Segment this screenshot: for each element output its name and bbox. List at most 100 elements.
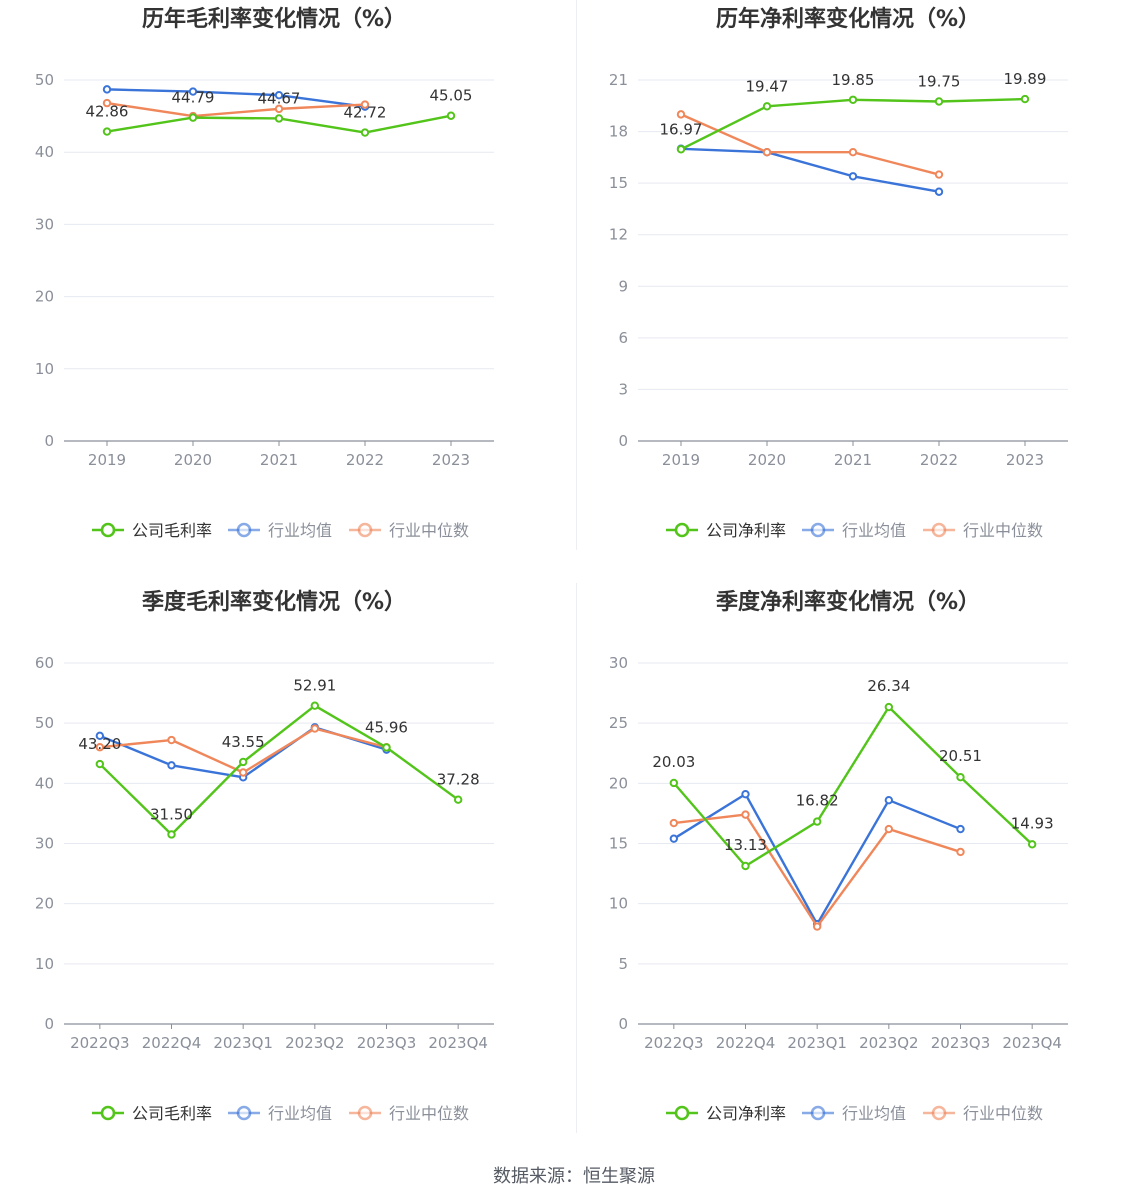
legend-marker-icon (236, 522, 252, 538)
x-tick-label: 2023 (1006, 451, 1044, 469)
data-point-company[interactable] (956, 772, 965, 782)
y-tick-label: 9 (618, 277, 628, 295)
legend-label: 行业均值 (268, 1104, 332, 1123)
data-point-company[interactable] (762, 102, 772, 111)
data-label: 13.13 (724, 836, 767, 854)
data-point-industry_median[interactable] (360, 100, 370, 109)
data-point-industry_mean[interactable] (274, 90, 284, 100)
y-tick-label: 20 (35, 288, 54, 306)
legend-item-industry_median[interactable]: 行业中位数 (349, 1104, 469, 1123)
x-tick-label: 2022Q3 (70, 1034, 130, 1052)
data-point-industry_median[interactable] (669, 818, 679, 828)
data-point-industry_mean[interactable] (95, 731, 105, 741)
legend-item-industry_mean[interactable]: 行业均值 (802, 1104, 906, 1123)
legend-item-industry_mean[interactable]: 行业均值 (228, 1104, 332, 1123)
data-point-industry_mean[interactable] (102, 85, 112, 94)
data-point-company[interactable] (382, 743, 391, 752)
data-point-industry_median[interactable] (102, 98, 112, 108)
data-point-company[interactable] (310, 701, 320, 710)
data-point-industry_median[interactable] (956, 847, 965, 857)
data-label: 43.55 (222, 733, 265, 751)
data-label: 42.86 (86, 103, 129, 121)
data-point-industry_median[interactable] (95, 743, 105, 752)
data-point-company[interactable] (102, 127, 112, 136)
data-label: 20.03 (652, 753, 695, 771)
x-tick-label: 2023Q3 (931, 1034, 991, 1052)
legend-item-industry_mean[interactable]: 行业均值 (228, 521, 332, 540)
legend-item-company[interactable]: 公司毛利率 (92, 521, 212, 540)
data-point-industry_mean[interactable] (884, 795, 894, 805)
legend-item-industry_median[interactable]: 行业中位数 (923, 1104, 1043, 1123)
y-tick-label: 25 (609, 714, 628, 732)
data-point-industry_median[interactable] (676, 110, 686, 119)
series-line-industry_mean (680, 147, 940, 193)
data-point-industry_median[interactable] (167, 735, 176, 745)
data-point-company[interactable] (669, 778, 679, 788)
legend-item-industry_mean[interactable]: 行业均值 (802, 521, 906, 540)
data-point-company[interactable] (95, 759, 105, 769)
y-tick-label: 0 (44, 1015, 54, 1033)
data-point-company[interactable] (188, 113, 198, 122)
data-point-company[interactable] (238, 757, 248, 767)
data-point-industry_median[interactable] (310, 724, 320, 733)
data-label: 19.75 (918, 72, 961, 90)
series-line-industry_median (106, 101, 366, 118)
legend-marker-icon (357, 522, 373, 538)
data-point-industry_median[interactable] (741, 810, 750, 819)
data-point-industry_median[interactable] (884, 824, 894, 834)
chart-panel-quarterly-net-margin: 季度净利率变化情况（%） 0 5 10 15 20 25 30 2022Q3 2022Q4 2023… (574, 583, 1148, 1166)
x-tick-label: 2023Q1 (213, 1034, 273, 1052)
x-tick-label: 2023 (432, 451, 470, 469)
data-label: 43.20 (78, 735, 121, 753)
legend-marker-icon (931, 522, 947, 538)
legend-item-company[interactable]: 公司毛利率 (92, 1104, 212, 1123)
x-tick-label: 2023Q4 (1002, 1034, 1062, 1052)
y-tick-label: 40 (35, 143, 54, 161)
data-point-industry_median[interactable] (238, 768, 248, 777)
legend-item-company[interactable]: 公司净利率 (666, 1104, 786, 1123)
legend-item-industry_median[interactable]: 行业中位数 (349, 521, 469, 540)
data-point-industry_mean[interactable] (167, 761, 176, 770)
y-tick-label: 0 (44, 432, 54, 450)
data-point-company[interactable] (884, 702, 894, 712)
chart-title: 季度毛利率变化情况（%） (142, 589, 406, 615)
x-tick-label: 2022 (920, 451, 958, 469)
data-point-industry_median[interactable] (934, 170, 944, 179)
data-point-company[interactable] (453, 795, 463, 804)
data-point-company[interactable] (1027, 840, 1037, 849)
y-tick-label: 12 (609, 226, 628, 244)
legend-item-company[interactable]: 公司净利率 (666, 521, 786, 540)
x-tick-label: 2020 (748, 451, 786, 469)
data-point-industry_mean[interactable] (848, 172, 858, 181)
legend-label: 公司净利率 (706, 1104, 786, 1123)
data-point-company[interactable] (848, 95, 858, 104)
data-point-company[interactable] (1020, 94, 1030, 104)
data-point-industry_mean[interactable] (669, 834, 679, 843)
data-point-company[interactable] (446, 111, 456, 120)
data-label: 19.47 (746, 77, 789, 95)
legend-item-industry_median[interactable]: 行业中位数 (923, 521, 1043, 540)
legend-marker-icon (100, 522, 116, 538)
data-point-industry_median[interactable] (812, 922, 822, 931)
data-point-industry_median[interactable] (848, 148, 858, 157)
data-point-company[interactable] (167, 830, 176, 839)
chart-panel-annual-net-margin: 历年净利率变化情况（%） 0 3 6 9 12 15 18 21 2019 2020 2021 2022… (574, 0, 1148, 583)
data-point-industry_median[interactable] (274, 104, 284, 114)
data-point-industry_mean[interactable] (956, 824, 965, 834)
data-point-company[interactable] (741, 861, 750, 871)
x-tick-label: 2022Q3 (644, 1034, 704, 1052)
data-point-company[interactable] (274, 114, 284, 123)
x-tick-label: 2023Q2 (285, 1034, 345, 1052)
y-tick-label: 10 (35, 955, 54, 973)
legend-label: 行业均值 (842, 1104, 906, 1123)
data-point-industry_mean[interactable] (934, 187, 944, 196)
data-point-company[interactable] (676, 145, 686, 154)
data-point-company[interactable] (812, 817, 822, 826)
legend-marker-icon (931, 1105, 947, 1121)
data-point-industry_mean[interactable] (188, 87, 198, 96)
data-point-industry_median[interactable] (762, 148, 772, 157)
data-point-industry_mean[interactable] (741, 789, 750, 799)
data-point-company[interactable] (360, 128, 370, 137)
y-tick-label: 60 (35, 654, 54, 672)
data-point-company[interactable] (934, 97, 944, 106)
